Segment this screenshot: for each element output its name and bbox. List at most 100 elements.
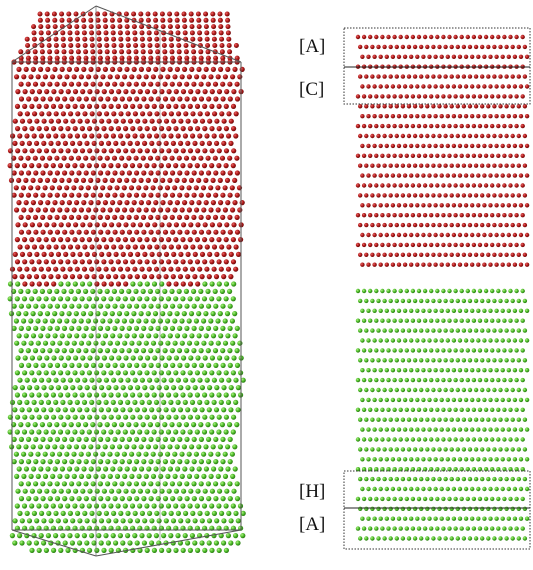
atom	[429, 242, 434, 248]
atom	[230, 296, 236, 302]
atom	[508, 123, 513, 129]
atom	[522, 298, 528, 304]
atom	[473, 222, 479, 228]
atom	[84, 118, 90, 124]
atom	[87, 148, 93, 154]
atom	[198, 96, 205, 102]
atom	[453, 94, 458, 99]
atom	[494, 516, 499, 521]
atom	[115, 414, 121, 420]
atom	[449, 476, 454, 482]
atom	[461, 44, 467, 50]
atom	[152, 355, 158, 361]
atom	[402, 457, 408, 462]
atom	[88, 177, 94, 183]
atom	[502, 348, 507, 353]
atom	[360, 173, 365, 178]
atom	[470, 262, 475, 267]
atom	[209, 163, 215, 169]
atom	[180, 103, 186, 109]
atom	[86, 207, 92, 213]
atom	[191, 303, 197, 309]
atom	[148, 325, 154, 331]
atom	[185, 385, 191, 391]
atom	[229, 451, 235, 457]
atom	[415, 203, 420, 208]
atom	[81, 24, 87, 30]
atom	[185, 118, 191, 124]
atom	[211, 399, 217, 405]
atom	[483, 242, 489, 248]
atom	[182, 466, 188, 472]
atom	[75, 244, 81, 250]
atom	[177, 96, 183, 102]
atom	[516, 298, 521, 304]
atom	[447, 242, 452, 248]
atom	[144, 103, 150, 109]
atom	[459, 407, 464, 412]
atom	[168, 533, 174, 539]
atom	[166, 547, 172, 554]
atom	[89, 36, 95, 42]
atom	[216, 547, 222, 554]
atom	[510, 133, 515, 139]
atom	[69, 303, 75, 309]
atom	[204, 377, 210, 383]
atom	[162, 214, 168, 220]
atom	[431, 387, 436, 393]
atom	[176, 288, 182, 294]
atom	[465, 242, 470, 248]
atom	[492, 417, 497, 422]
atom	[81, 66, 87, 72]
atom	[68, 288, 74, 294]
atom	[483, 437, 489, 442]
atom	[451, 114, 457, 119]
atom	[364, 133, 369, 139]
atom	[471, 288, 477, 294]
atom	[72, 89, 79, 95]
atom	[12, 274, 18, 280]
atom	[512, 54, 518, 59]
atom	[52, 66, 58, 72]
atom	[95, 200, 101, 206]
atom	[54, 362, 61, 368]
atom	[500, 203, 505, 208]
atom	[476, 368, 481, 373]
atom	[113, 251, 119, 257]
atom	[213, 362, 219, 368]
atom	[203, 24, 209, 30]
atom	[27, 385, 33, 391]
atom	[129, 451, 135, 457]
atom	[459, 94, 464, 99]
atom	[18, 481, 24, 487]
atom	[97, 43, 103, 48]
atom	[412, 476, 418, 482]
atom	[447, 467, 452, 472]
atom	[112, 170, 118, 176]
atom	[435, 34, 440, 40]
atom	[488, 397, 493, 403]
atom	[427, 173, 432, 178]
atom	[81, 30, 87, 36]
atom	[445, 457, 450, 462]
atom	[235, 407, 241, 413]
atom	[25, 288, 31, 294]
atom	[137, 222, 143, 228]
atom	[463, 427, 469, 432]
left-red-atoms	[7, 11, 245, 287]
atom	[175, 133, 181, 139]
atom	[378, 368, 383, 373]
atom	[224, 11, 230, 17]
atom	[87, 222, 93, 228]
atom	[40, 496, 46, 502]
atom	[398, 34, 403, 40]
atom	[18, 155, 24, 161]
atom	[100, 318, 106, 324]
atom	[402, 143, 408, 149]
atom	[490, 123, 495, 129]
atom	[21, 451, 27, 457]
atom	[169, 288, 175, 294]
atom	[415, 457, 420, 462]
atom	[199, 407, 205, 413]
atom	[126, 155, 132, 161]
